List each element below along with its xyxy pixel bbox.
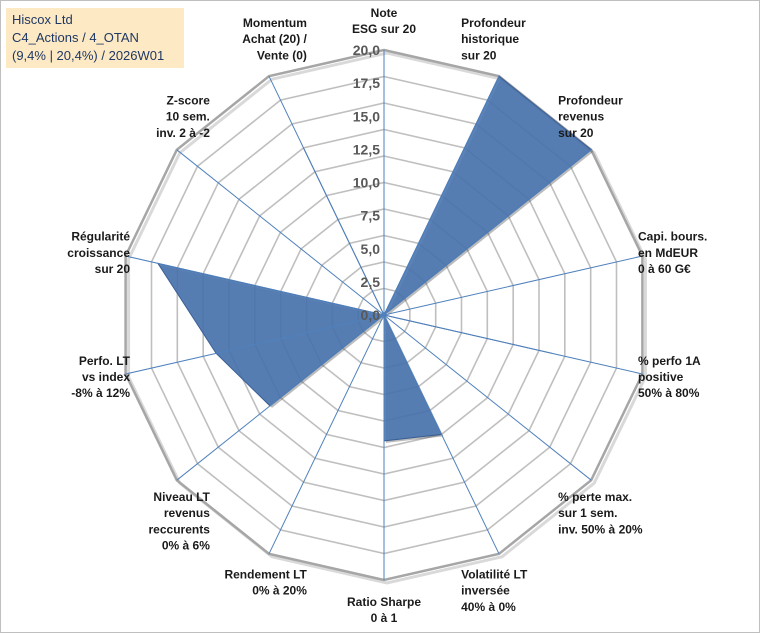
axis-label-line: 40% à 0%	[461, 600, 516, 614]
tick-label-7: 17,5	[353, 75, 380, 91]
axis-label-line: Profondeur	[461, 16, 526, 30]
portfolio-line: C4_Actions / 4_OTAN	[12, 30, 139, 45]
axis-spoke-8	[268, 314, 385, 555]
grid-ring-shadow	[127, 51, 647, 585]
tick-label-8: 20,0	[353, 42, 380, 58]
axis-spoke-10	[125, 314, 385, 375]
axis-spoke-4	[383, 314, 643, 375]
axis-label-line: 0% à 6%	[162, 539, 210, 553]
axis-label-line: Profondeur	[558, 93, 623, 107]
axis-spoke-11	[125, 255, 385, 316]
tick-label-5: 12,5	[353, 141, 380, 157]
tick-label-3: 7,5	[361, 208, 381, 224]
axis-label-2: Profondeur revenus sur 20	[558, 93, 623, 139]
axis-label-11: Régularité croissance sur 20	[67, 230, 130, 276]
axis-label-line: sur 20	[558, 126, 594, 140]
axis-label-line: en MdEUR	[638, 246, 698, 260]
company-name: Hiscox Ltd	[12, 12, 73, 27]
axis-label-line: 0% à 20%	[252, 584, 307, 598]
axis-label-9: Niveau LT revenus reccurents 0% à 6%	[149, 490, 211, 553]
axis-label-line: historique	[461, 32, 519, 46]
axis-label-13: Momentum Achat (20) / Vente (0)	[242, 16, 307, 62]
axis-label-10: Perfo. LT vs index -8% à 12%	[71, 354, 130, 400]
axis-spoke-1	[383, 75, 500, 316]
axis-label-line: Niveau LT	[153, 490, 210, 504]
axis-spoke-9	[176, 314, 385, 481]
axis-spoke-6	[383, 314, 500, 555]
axis-label-line: -8% à 12%	[71, 386, 130, 400]
axis-label-line: 0 à 60 G€	[638, 262, 691, 276]
axis-label-line: inv. 2 à -2	[156, 126, 210, 140]
axis-spoke-3	[383, 255, 643, 316]
axis-label-7: Ratio Sharpe 0 à 1	[347, 595, 421, 625]
tick-label-6: 15,0	[353, 108, 380, 124]
axis-label-4: % perfo 1A positive 50% à 80%	[638, 354, 701, 400]
axis-label-12: Z-score 10 sem. inv. 2 à -2	[156, 93, 210, 139]
period-line: (9,4% | 20,4%) / 2026W01	[12, 48, 165, 63]
axis-label-line: Volatilité LT	[461, 567, 528, 581]
axis-spoke-12	[176, 149, 385, 316]
info-box: Hiscox Ltd C4_Actions / 4_OTAN (9,4% | 2…	[6, 8, 184, 68]
axis-label-0: Note ESG sur 20	[352, 6, 416, 36]
axis-label-line: 50% à 80%	[638, 386, 700, 400]
axis-label-line: croissance	[67, 246, 130, 260]
axis-spoke-5	[383, 314, 592, 481]
axis-label-line: Rendement LT	[224, 567, 307, 581]
axis-label-line: Note	[371, 6, 398, 20]
axis-label-line: % perte max.	[558, 490, 632, 504]
tick-label-2: 5,0	[361, 241, 381, 257]
axis-label-line: revenus	[558, 110, 604, 124]
axis-label-5: % perte max. sur 1 sem. inv. 50% à 20%	[558, 490, 643, 536]
axis-label-line: 10 sem.	[166, 110, 210, 124]
axis-label-6: Volatilité LT inversée 40% à 0%	[461, 567, 528, 613]
axis-label-line: Ratio Sharpe	[347, 595, 421, 609]
axis-label-line: Régularité	[71, 230, 130, 244]
axis-label-line: inv. 50% à 20%	[558, 522, 643, 536]
axis-label-line: Vente (0)	[257, 48, 307, 62]
axis-spoke-13	[268, 75, 385, 316]
tick-label-0: 0,0	[361, 307, 381, 323]
axis-label-line: reccurents	[149, 522, 211, 536]
axis-label-line: sur 20	[461, 48, 497, 62]
axis-label-line: inversée	[461, 584, 510, 598]
axis-label-1: Profondeur historique sur 20	[461, 16, 526, 62]
axis-label-line: Perfo. LT	[79, 354, 131, 368]
axis-label-line: Achat (20) /	[242, 32, 307, 46]
axis-label-line: revenus	[164, 506, 210, 520]
axis-label-line: ESG sur 20	[352, 22, 416, 36]
tick-label-4: 10,0	[353, 175, 380, 191]
tick-label-1: 2,5	[361, 274, 381, 290]
axis-label-line: vs index	[82, 370, 130, 384]
axis-label-line: Capi. bours.	[638, 230, 707, 244]
axis-label-line: positive	[638, 370, 684, 384]
axis-label-line: Z-score	[167, 93, 211, 107]
axis-label-3: Capi. bours. en MdEUR 0 à 60 G€	[638, 230, 707, 276]
axis-spoke-2	[383, 149, 592, 316]
axis-label-line: 0 à 1	[371, 611, 398, 625]
axis-label-line: sur 20	[95, 262, 131, 276]
axis-label-8: Rendement LT 0% à 20%	[224, 567, 307, 597]
axis-label-line: % perfo 1A	[638, 354, 701, 368]
axis-label-line: sur 1 sem.	[558, 506, 617, 520]
axis-label-line: Momentum	[243, 16, 307, 30]
